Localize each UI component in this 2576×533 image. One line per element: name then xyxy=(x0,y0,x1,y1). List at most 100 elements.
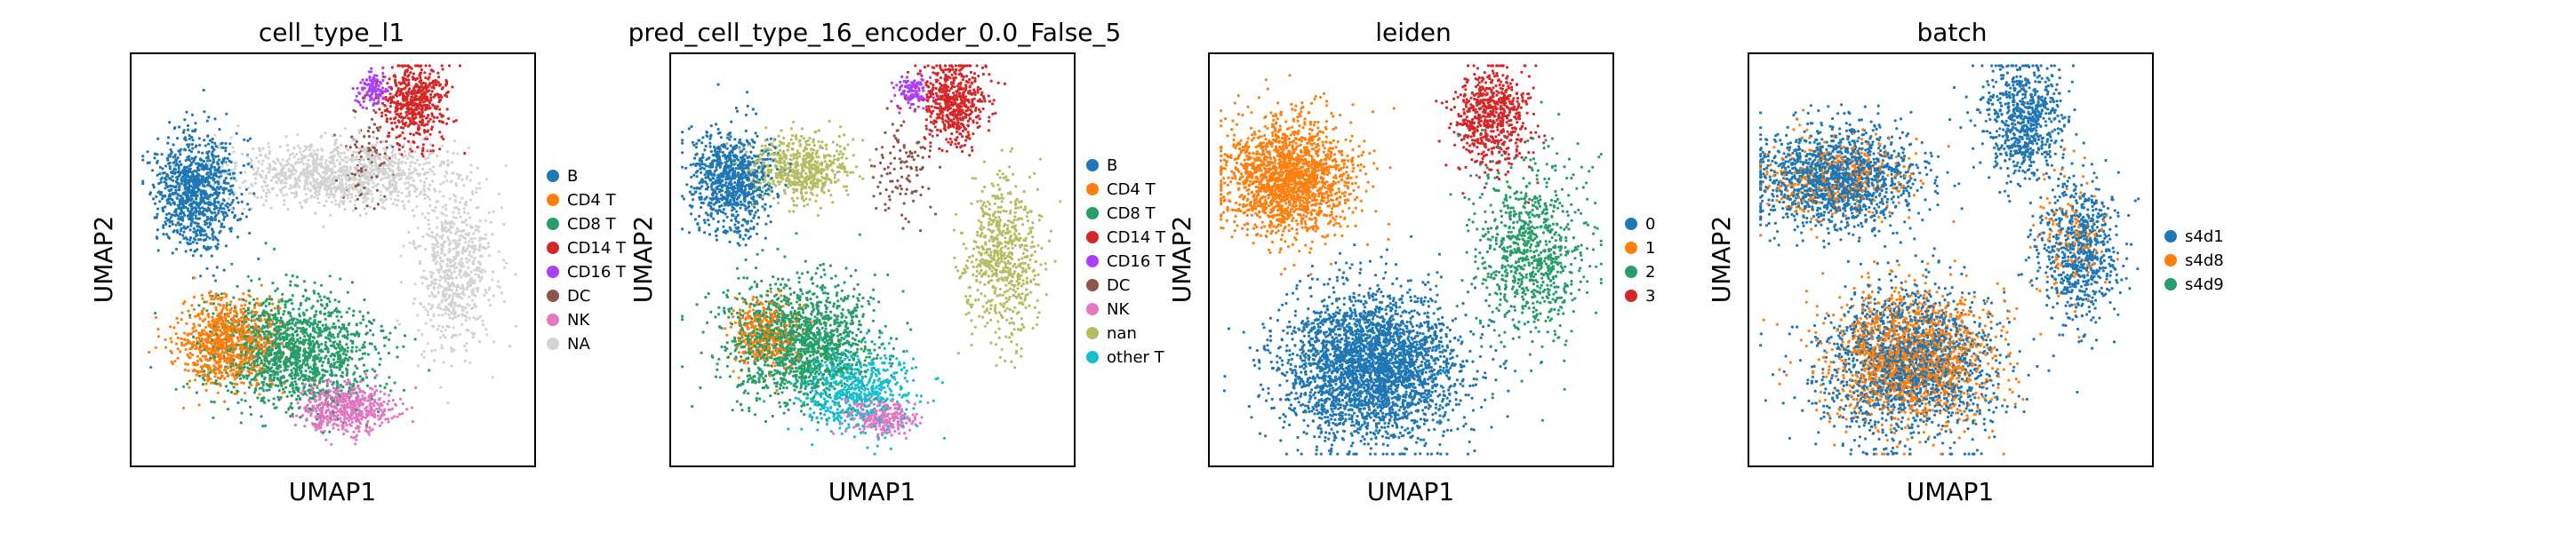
scatter-point xyxy=(186,362,189,366)
scatter-point xyxy=(325,304,329,307)
scatter-point xyxy=(353,405,356,409)
scatter-point xyxy=(299,340,302,344)
scatter-point xyxy=(365,175,369,179)
scatter-point xyxy=(391,399,395,402)
scatter-point xyxy=(301,389,305,393)
scatter-point xyxy=(163,195,166,198)
scatter-point xyxy=(179,232,182,236)
scatter-point xyxy=(148,350,151,354)
scatter-point xyxy=(324,131,327,135)
scatter-point xyxy=(288,390,292,394)
scatter-point xyxy=(442,259,445,263)
scatter-point xyxy=(416,364,420,368)
scatter-point xyxy=(213,218,217,222)
scatter-point xyxy=(214,308,218,312)
scatter-point xyxy=(394,326,397,330)
scatter-point xyxy=(399,281,404,284)
scatter-point xyxy=(236,321,239,324)
scatter-point xyxy=(281,351,285,354)
scatter-point xyxy=(182,385,186,388)
scatter-point xyxy=(313,184,316,187)
scatter-point xyxy=(204,222,207,226)
scatter-point xyxy=(216,376,220,380)
scatter-point xyxy=(263,318,267,322)
scatter-point xyxy=(306,182,309,186)
scatter-point xyxy=(240,351,244,354)
scatter-point xyxy=(355,139,358,144)
scatter-point xyxy=(436,71,440,75)
scatter-point xyxy=(300,382,304,386)
scatter-point xyxy=(477,229,481,233)
scatter-point xyxy=(335,423,339,426)
scatter-point xyxy=(156,191,160,195)
scatter-point xyxy=(209,198,212,202)
scatter-point xyxy=(246,274,250,278)
scatter-point xyxy=(475,190,478,195)
scatter-point xyxy=(292,346,295,350)
scatter-point xyxy=(270,187,274,191)
scatter-point xyxy=(372,131,375,134)
scatter-point xyxy=(438,107,442,111)
scatter-point xyxy=(228,142,232,146)
scatter-point xyxy=(447,238,451,242)
scatter-point xyxy=(250,378,253,382)
scatter-point xyxy=(465,288,468,291)
scatter-point xyxy=(468,198,472,202)
scatter-point xyxy=(292,307,295,311)
scatter-point xyxy=(464,233,468,236)
scatter-point xyxy=(469,270,473,274)
scatter-point xyxy=(157,335,161,338)
scatter-point xyxy=(317,398,322,402)
scatter-point xyxy=(364,429,367,433)
scatter-point xyxy=(285,176,289,179)
scatter-point xyxy=(337,400,340,403)
scatter-point xyxy=(209,218,212,222)
scatter-point xyxy=(216,155,220,158)
scatter-point xyxy=(184,235,188,240)
scatter-point xyxy=(436,245,440,249)
scatter-point xyxy=(387,420,390,424)
scatter-point xyxy=(324,158,328,163)
scatter-point xyxy=(262,341,266,345)
scatter-point xyxy=(354,199,357,203)
scatter-point xyxy=(329,193,332,196)
scatter-point xyxy=(281,292,284,296)
scatter-point xyxy=(172,155,175,159)
scatter-point xyxy=(219,383,222,386)
scatter-point xyxy=(287,176,291,179)
scatter-point xyxy=(420,68,423,72)
scatter-point xyxy=(313,376,316,379)
scatter-point xyxy=(405,195,409,198)
scatter-point xyxy=(372,147,376,150)
scatter-point xyxy=(209,193,212,196)
scatter-point xyxy=(460,257,464,260)
scatter-point xyxy=(477,275,481,279)
scatter-point xyxy=(396,87,400,91)
scatter-point xyxy=(468,240,471,243)
scatter-point xyxy=(281,158,284,162)
scatter-point xyxy=(410,95,413,99)
scatter-point xyxy=(183,331,187,335)
scatter-point xyxy=(449,294,452,298)
scatter-point xyxy=(308,189,312,193)
scatter-point xyxy=(412,140,416,145)
scatter-point xyxy=(284,380,287,384)
scatter-point xyxy=(242,292,245,296)
scatter-point xyxy=(166,174,170,178)
scatter-point xyxy=(417,174,421,178)
scatter-point xyxy=(461,283,465,287)
scatter-point xyxy=(427,114,430,117)
scatter-point xyxy=(409,145,412,148)
scatter-point xyxy=(289,280,292,283)
scatter-point xyxy=(350,172,354,176)
scatter-point xyxy=(278,365,283,369)
scatter-point xyxy=(205,309,209,313)
scatter-point xyxy=(217,187,220,191)
scatter-point xyxy=(484,236,487,241)
scatter-point xyxy=(241,321,244,324)
scatter-point xyxy=(230,262,234,266)
scatter-point xyxy=(433,210,436,213)
scatter-point xyxy=(401,200,404,203)
scatter-point xyxy=(293,323,297,327)
scatter-point xyxy=(291,322,294,325)
